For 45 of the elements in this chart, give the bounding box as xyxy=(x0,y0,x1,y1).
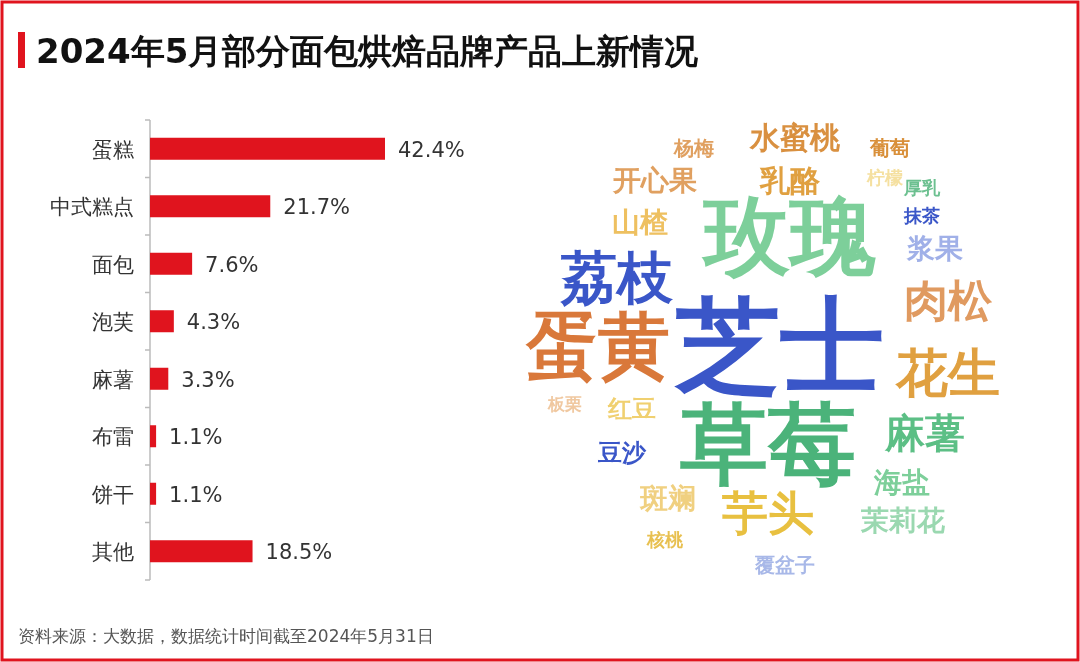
text: 葡萄 xyxy=(869,136,910,161)
bar xyxy=(150,195,271,218)
text: 红豆 xyxy=(607,394,656,423)
bar xyxy=(150,252,193,275)
y-tick-label: 布雷 xyxy=(92,425,134,450)
chart-title: 2024年5月部分面包烘焙品牌产品上新情况 xyxy=(36,31,700,71)
data-label: 18.5% xyxy=(265,540,333,565)
y-tick-label: 蛋糕 xyxy=(92,137,134,162)
text: 抹茶 xyxy=(903,205,940,227)
text: 柠檬 xyxy=(866,167,904,189)
y-tick-label: 面包 xyxy=(92,252,134,277)
text: 厚乳 xyxy=(903,177,941,199)
text: 茉莉花 xyxy=(860,504,945,538)
text: 浆果 xyxy=(906,232,963,266)
text: 麻薯 xyxy=(884,410,965,457)
y-tick-label: 其他 xyxy=(92,540,134,565)
data-label: 3.3% xyxy=(181,367,235,392)
text: 肉松 xyxy=(904,274,993,326)
y-tick-label: 泡芙 xyxy=(92,310,134,335)
bar xyxy=(150,367,169,390)
text: 覆盆子 xyxy=(754,553,815,578)
bar xyxy=(150,540,253,563)
data-label: 1.1% xyxy=(169,425,223,450)
bar xyxy=(150,425,157,448)
text: 杨梅 xyxy=(673,136,714,161)
data-label: 21.7% xyxy=(283,195,350,220)
bar xyxy=(150,482,157,505)
text: 豆沙 xyxy=(597,438,647,467)
text: 水蜜桃 xyxy=(749,119,841,155)
y-tick-label: 麻薯 xyxy=(92,367,134,392)
text: 资料来源：大数据，数据统计时间截至2024年5月31日 xyxy=(18,626,434,646)
data-label: 4.3% xyxy=(186,310,241,335)
text: 海盐 xyxy=(873,466,930,500)
text: 板栗 xyxy=(547,394,582,415)
data-label: 7.6% xyxy=(205,252,259,277)
y-tick-label: 中式糕点 xyxy=(50,195,134,220)
bar xyxy=(150,310,174,333)
data-label: 42.4% xyxy=(398,137,465,162)
data-label: 1.1% xyxy=(169,482,223,507)
text: 花生 xyxy=(895,342,1000,403)
text: 开心果 xyxy=(612,164,697,198)
text: 山楂 xyxy=(612,206,668,240)
y-tick-label: 饼干 xyxy=(91,482,134,507)
bar xyxy=(150,137,385,160)
text: 核桃 xyxy=(646,529,684,551)
